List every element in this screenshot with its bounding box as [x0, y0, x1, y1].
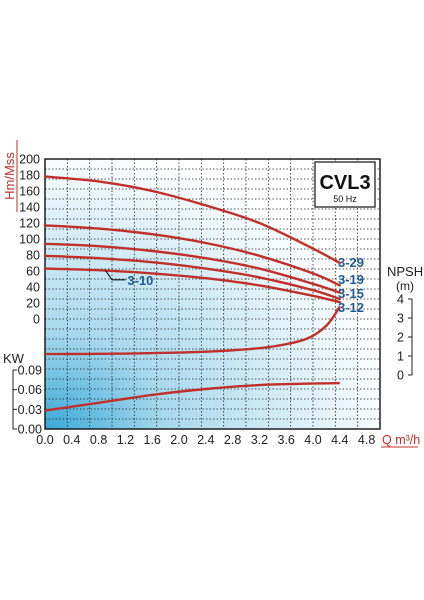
head-curve-3-12 [43, 254, 341, 301]
head-curve-3-29 [43, 175, 341, 265]
power-axis-label: KW [3, 351, 25, 366]
npsh-tick-label: 2 [397, 331, 404, 345]
series-label-3-10: 3-10 [127, 273, 153, 288]
x-tick-label: 2.8 [224, 433, 241, 447]
series-label-3-12: 3-12 [338, 300, 364, 315]
chart-subtitle: 50 Hz [333, 194, 357, 204]
x-tick-label: 2.0 [170, 433, 187, 447]
series-label-3-10-leader [104, 269, 126, 281]
power-tick-label: 0.06 [18, 383, 42, 397]
x-tick-label: 2.4 [197, 433, 214, 447]
x-tick-label: 3.6 [278, 433, 295, 447]
power-tick-label: 0.09 [18, 364, 42, 378]
npsh-tick-label: 3 [397, 312, 404, 326]
title-box [314, 161, 376, 208]
x-tick-label: 4.0 [304, 433, 321, 447]
head-axis-label: Hm/Mss [2, 152, 17, 200]
power-curve [44, 381, 340, 412]
x-tick-label: 3.2 [251, 433, 268, 447]
curves [43, 175, 341, 412]
head-tick-label: 20 [26, 297, 40, 311]
head-tick-label: 180 [19, 169, 40, 183]
head-tick-label: 0 [33, 313, 40, 327]
head-curve-3-19 [43, 224, 341, 287]
npsh-curve [44, 305, 341, 356]
x-tick-label: 0.4 [63, 433, 80, 447]
head-curve-3-15 [43, 242, 341, 294]
x-tick-label: 0.0 [36, 433, 53, 447]
head-tick-label: 100 [19, 233, 40, 247]
series-label-3-15: 3-15 [338, 286, 364, 301]
series-label-3-29: 3-29 [338, 255, 364, 270]
x-tick-label: 0.8 [90, 433, 107, 447]
head-tick-label: 160 [19, 185, 40, 199]
npsh-axis-label: NPSH [387, 264, 423, 279]
head-curve-3-10 [43, 267, 341, 304]
npsh-tick-label: 4 [397, 293, 404, 307]
head-tick-label: 120 [19, 217, 40, 231]
head-tick-label: 140 [19, 201, 40, 215]
head-tick-label: 40 [26, 281, 40, 295]
head-tick-label: 80 [26, 249, 40, 263]
power-tick-label: 0.03 [18, 403, 42, 417]
head-tick-label: 60 [26, 265, 40, 279]
head-tick-label: 200 [19, 153, 40, 167]
npsh-tick-label: 1 [397, 350, 404, 364]
plot-border [44, 158, 381, 430]
x-axis-label: Q m³/h [382, 433, 420, 447]
labels: 2001801601401201008060402000.090.060.030… [12, 140, 418, 448]
x-tick-label: 4.8 [358, 433, 375, 447]
npsh-tick-label: 0 [397, 369, 404, 383]
power-tick-label: 0.00 [18, 423, 42, 437]
npsh-unit-label: (m) [396, 279, 414, 293]
chart-title: CVL3 [319, 172, 370, 194]
x-tick-label: 1.2 [117, 433, 134, 447]
x-tick-label: 4.4 [331, 433, 348, 447]
x-tick-label: 1.6 [144, 433, 161, 447]
series-label-3-19: 3-19 [338, 272, 364, 287]
